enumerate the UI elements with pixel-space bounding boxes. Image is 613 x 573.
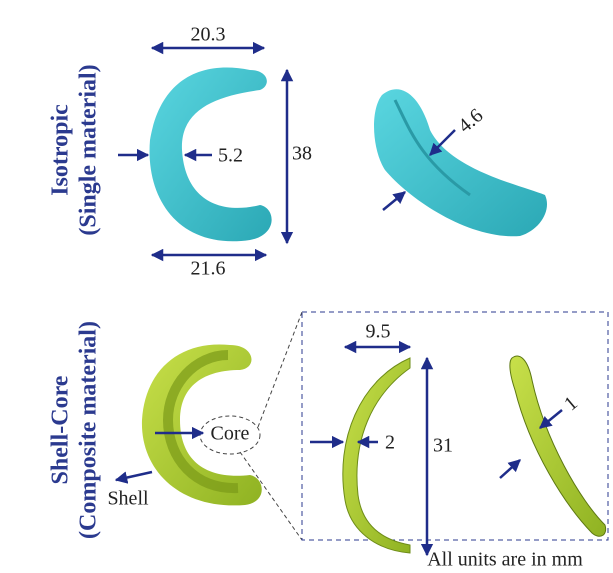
core-side-band [510,356,606,536]
zoom-line [258,312,302,427]
dim-label: 21.6 [191,258,226,280]
dim-label: 4.6 [454,104,487,137]
core-arc [343,358,410,553]
dim-label: 20.3 [191,24,226,46]
dim-label: 2 [385,432,395,454]
units-note: All units are in mm [427,549,583,571]
dim-label: 1 [560,392,582,415]
core-label: Core [211,423,250,445]
figure: Isotropic (Single material) Shell-Core (… [0,0,613,573]
row-label: Shell-Core [48,375,74,484]
dim-label: 31 [433,435,453,457]
dim-label: 9.5 [366,321,391,343]
shell-label: Shell [107,488,149,510]
row-sublabel: (Composite material) [76,321,102,539]
dim-label: 38 [292,143,312,165]
dim-label: 5.2 [218,145,243,167]
row-label: Isotropic [48,104,74,196]
dim-arrow [500,460,520,478]
dim-arrow [383,192,405,210]
row-sublabel: (Single material) [76,64,102,235]
pointer-arrow [116,472,152,480]
